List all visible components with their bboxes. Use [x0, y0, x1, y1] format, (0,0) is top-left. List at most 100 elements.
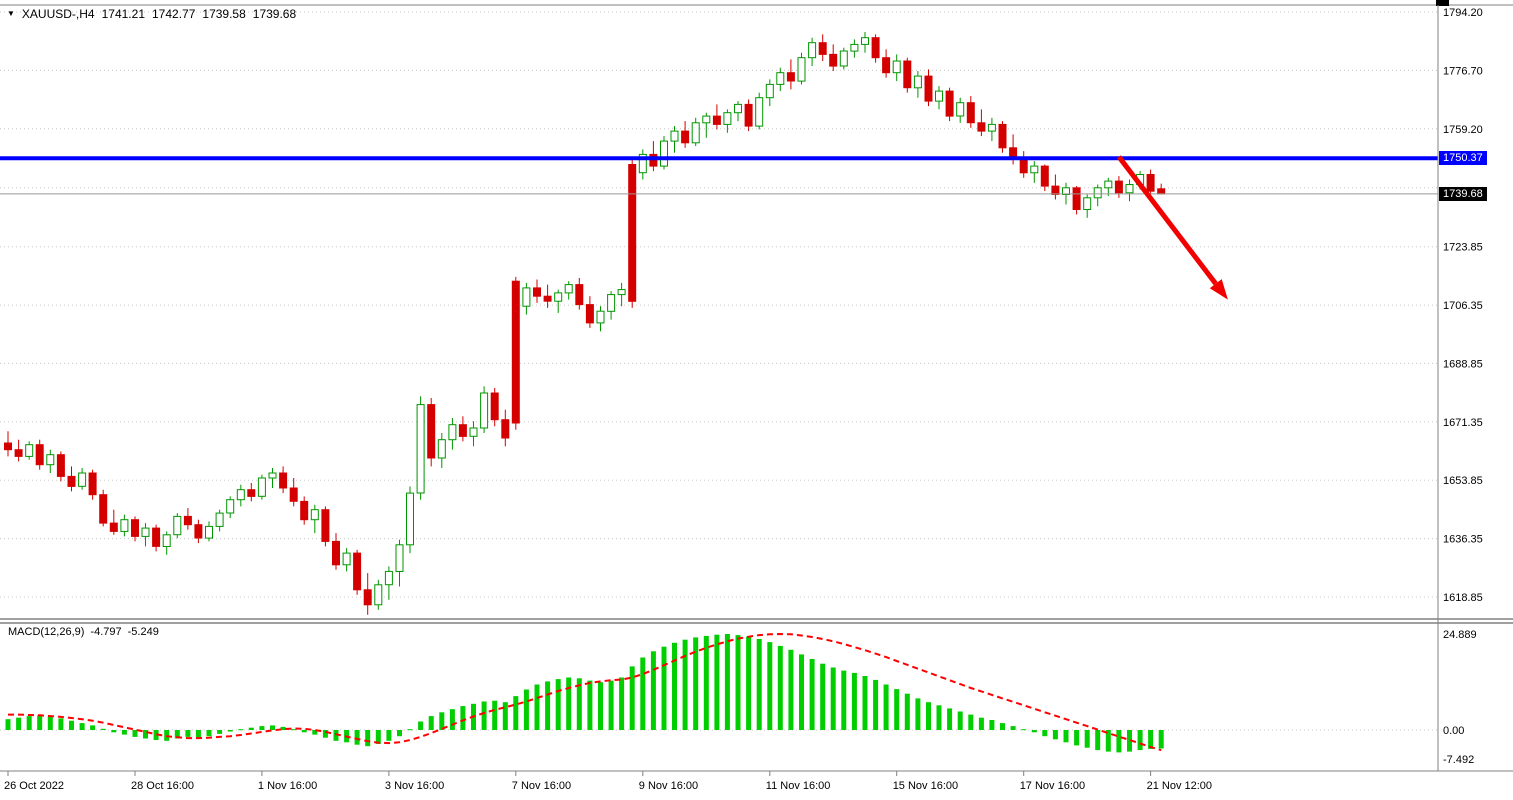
candle-bull — [1104, 180, 1113, 189]
candle-bear — [945, 90, 954, 117]
macd-histogram-bar — [386, 730, 392, 741]
candle-bull — [437, 439, 446, 459]
candle-bull — [913, 75, 922, 89]
candle-bull — [797, 57, 806, 82]
time-axis-label: 11 Nov 16:00 — [766, 780, 831, 792]
macd-histogram-bar — [111, 730, 117, 733]
macd-histogram-bar — [449, 709, 455, 730]
macd-histogram-bar — [555, 679, 561, 730]
candle-bull — [723, 112, 732, 125]
macd-histogram-bar — [492, 700, 498, 730]
macd-histogram-bar — [608, 680, 614, 730]
time-axis-label: 28 Oct 16:00 — [131, 780, 194, 792]
candle-bear — [490, 392, 499, 421]
trend-arrow[interactable] — [1116, 155, 1228, 300]
macd-histogram-bar — [375, 730, 381, 744]
macd-histogram-bar — [227, 730, 233, 732]
macd-histogram-bar — [322, 730, 328, 738]
trend-arrow-head — [1209, 279, 1228, 300]
candle-bull — [342, 552, 351, 566]
macd-histogram-bar — [1095, 730, 1101, 751]
macd-histogram-bar — [989, 720, 995, 730]
candle-bull — [861, 37, 869, 45]
macd-histogram-bar — [926, 702, 931, 730]
macd-histogram-bar — [407, 729, 413, 731]
candle-bull — [215, 512, 224, 527]
chart-collapse-icon[interactable]: ▼ — [7, 9, 15, 18]
macd-histogram-bar — [206, 730, 212, 737]
candle-bull — [935, 90, 943, 102]
candle-bear — [882, 57, 891, 74]
candle-bull — [596, 310, 605, 324]
macd-signal-value: -5.249 — [127, 626, 159, 638]
candle-bull — [374, 584, 383, 606]
macd-histogram-bar — [703, 635, 709, 730]
macd-histogram-bar — [69, 720, 74, 730]
candle-bull — [638, 153, 647, 174]
macd-histogram-bar — [185, 730, 191, 737]
macd-histogram-bar — [724, 634, 730, 730]
macd-histogram-bar — [16, 717, 22, 730]
candle-bull — [839, 50, 848, 67]
macd-histogram-bar — [788, 649, 794, 730]
macd-histogram-bar — [1010, 726, 1016, 730]
macd-histogram-bar — [883, 684, 889, 730]
candle-bear — [903, 60, 912, 89]
macd-histogram-bar — [1148, 730, 1154, 749]
candle-bear — [501, 419, 510, 439]
price-axis[interactable]: 1794.20 1776.70 1759.20 1723.85 1706.35 1688.… — [1443, 7, 1483, 766]
macd-histogram-bar — [862, 676, 868, 730]
candle-bull — [1030, 165, 1039, 174]
macd-histogram-bar — [26, 716, 32, 730]
candle-bear — [1146, 174, 1155, 192]
candle-bear — [786, 72, 795, 82]
macd-histogram-bar — [1031, 730, 1037, 733]
macd-histogram-bar — [619, 677, 625, 730]
time-axis-label: 9 Nov 16:00 — [639, 780, 698, 792]
candle-bull — [257, 477, 266, 497]
macd-signal-line — [8, 632, 1162, 752]
candle-bear — [712, 115, 721, 125]
macd-histogram-bar — [820, 663, 826, 730]
macd-histogram-bar — [777, 645, 783, 730]
macd-histogram-bar — [513, 696, 519, 730]
candle-bear — [247, 489, 256, 497]
candle-bull — [448, 424, 457, 441]
time-axis-label: 7 Nov 16:00 — [512, 780, 571, 792]
candle-bull — [670, 130, 679, 142]
macd-histogram-bar — [153, 730, 159, 740]
candle-bear — [363, 589, 372, 606]
macd-histogram-bar — [354, 730, 360, 745]
macd-histogram-bar — [502, 702, 508, 730]
candle-bull — [1093, 187, 1102, 199]
ohlc-info-bar: ▼ XAUUSD-,H4 1741.21 1742.77 1739.58 173… — [7, 7, 296, 21]
candle-bull — [1125, 184, 1134, 194]
time-axis[interactable]: 26 Oct 2022 28 Oct 16:00 1 Nov 16:00 3 Nov … — [4, 771, 1212, 792]
candle-bear — [511, 280, 520, 424]
candle-bull — [755, 97, 764, 127]
candle-bull — [416, 404, 425, 494]
time-axis-label: 1 Nov 16:00 — [258, 780, 317, 792]
macd-histogram-bar — [143, 730, 148, 739]
macd-histogram-bar — [587, 680, 593, 730]
macd-axis-label: 24.889 — [1443, 629, 1477, 641]
candle-bear — [585, 304, 594, 324]
candle-bull — [384, 570, 393, 586]
candle-bull — [469, 427, 478, 437]
candle-bull — [173, 515, 182, 536]
candle-bull — [162, 534, 171, 547]
price-axis-label: 1653.85 — [1443, 475, 1483, 487]
candle-bull — [25, 444, 34, 457]
macd-histogram-bar — [894, 689, 900, 730]
candle-bear — [744, 103, 753, 127]
macd-histogram-bar — [957, 711, 963, 730]
macd-caption: MACD(12,26,9) -4.797 -5.249 — [8, 626, 159, 638]
macd-histogram-bar — [301, 730, 307, 733]
macd-histogram-bar — [756, 639, 762, 730]
candle-bull — [607, 294, 616, 312]
candle-bear — [818, 42, 827, 55]
macd-histogram-bar — [100, 728, 106, 730]
macd-histogram-bar — [58, 718, 64, 730]
macd-histogram-bar — [851, 672, 857, 730]
